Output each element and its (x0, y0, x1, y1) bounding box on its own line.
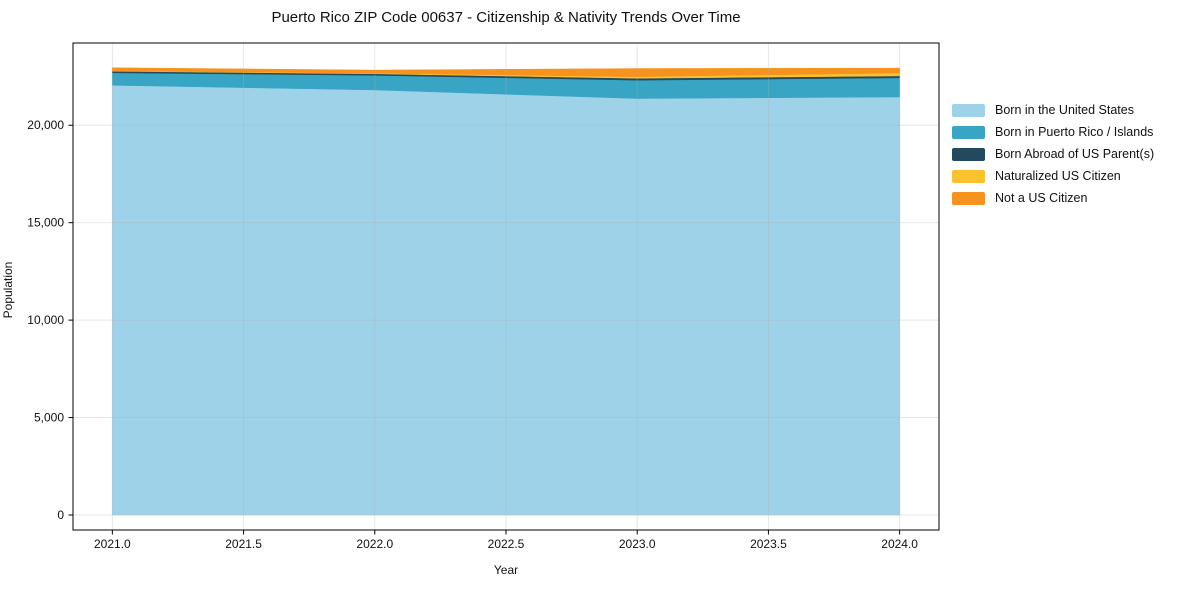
x-tick-label: 2022.5 (488, 537, 525, 551)
legend-label: Born in Puerto Rico / Islands (995, 125, 1154, 139)
y-tick-label: 15,000 (27, 216, 64, 230)
legend-item-3: Naturalized US Citizen (952, 170, 1154, 183)
y-tick-label: 10,000 (27, 313, 64, 327)
legend-item-4: Not a US Citizen (952, 192, 1154, 205)
x-tick-label: 2021.5 (225, 537, 262, 551)
legend-item-1: Born in Puerto Rico / Islands (952, 126, 1154, 139)
legend: Born in the United States Born in Puerto … (952, 104, 1154, 205)
legend-swatch-icon (952, 126, 985, 139)
legend-swatch-icon (952, 148, 985, 161)
x-tick-label: 2021.0 (94, 537, 131, 551)
legend-label: Born Abroad of US Parent(s) (995, 147, 1155, 161)
x-tick-label: 2023.5 (750, 537, 787, 551)
chart-title: Puerto Rico ZIP Code 00637 - Citizenship… (271, 9, 741, 26)
legend-swatch-icon (952, 170, 985, 183)
legend-swatch-icon (952, 192, 985, 205)
y-axis-label: Population (1, 261, 15, 319)
x-tick-label: 2023.0 (619, 537, 656, 551)
area-series-4 (112, 67, 900, 77)
legend-label: Not a US Citizen (995, 191, 1088, 205)
legend-item-2: Born Abroad of US Parent(s) (952, 148, 1154, 161)
legend-item-0: Born in the United States (952, 104, 1154, 117)
y-tick-label: 20,000 (27, 118, 64, 132)
y-tick-label: 5,000 (34, 411, 64, 425)
x-tick-label: 2024.0 (881, 537, 918, 551)
legend-label: Born in the United States (995, 103, 1134, 117)
legend-label: Naturalized US Citizen (995, 169, 1121, 183)
y-tick-label: 0 (57, 508, 64, 522)
x-axis-label: Year (493, 563, 519, 577)
x-tick-label: 2022.0 (356, 537, 393, 551)
legend-swatch-icon (952, 104, 985, 117)
